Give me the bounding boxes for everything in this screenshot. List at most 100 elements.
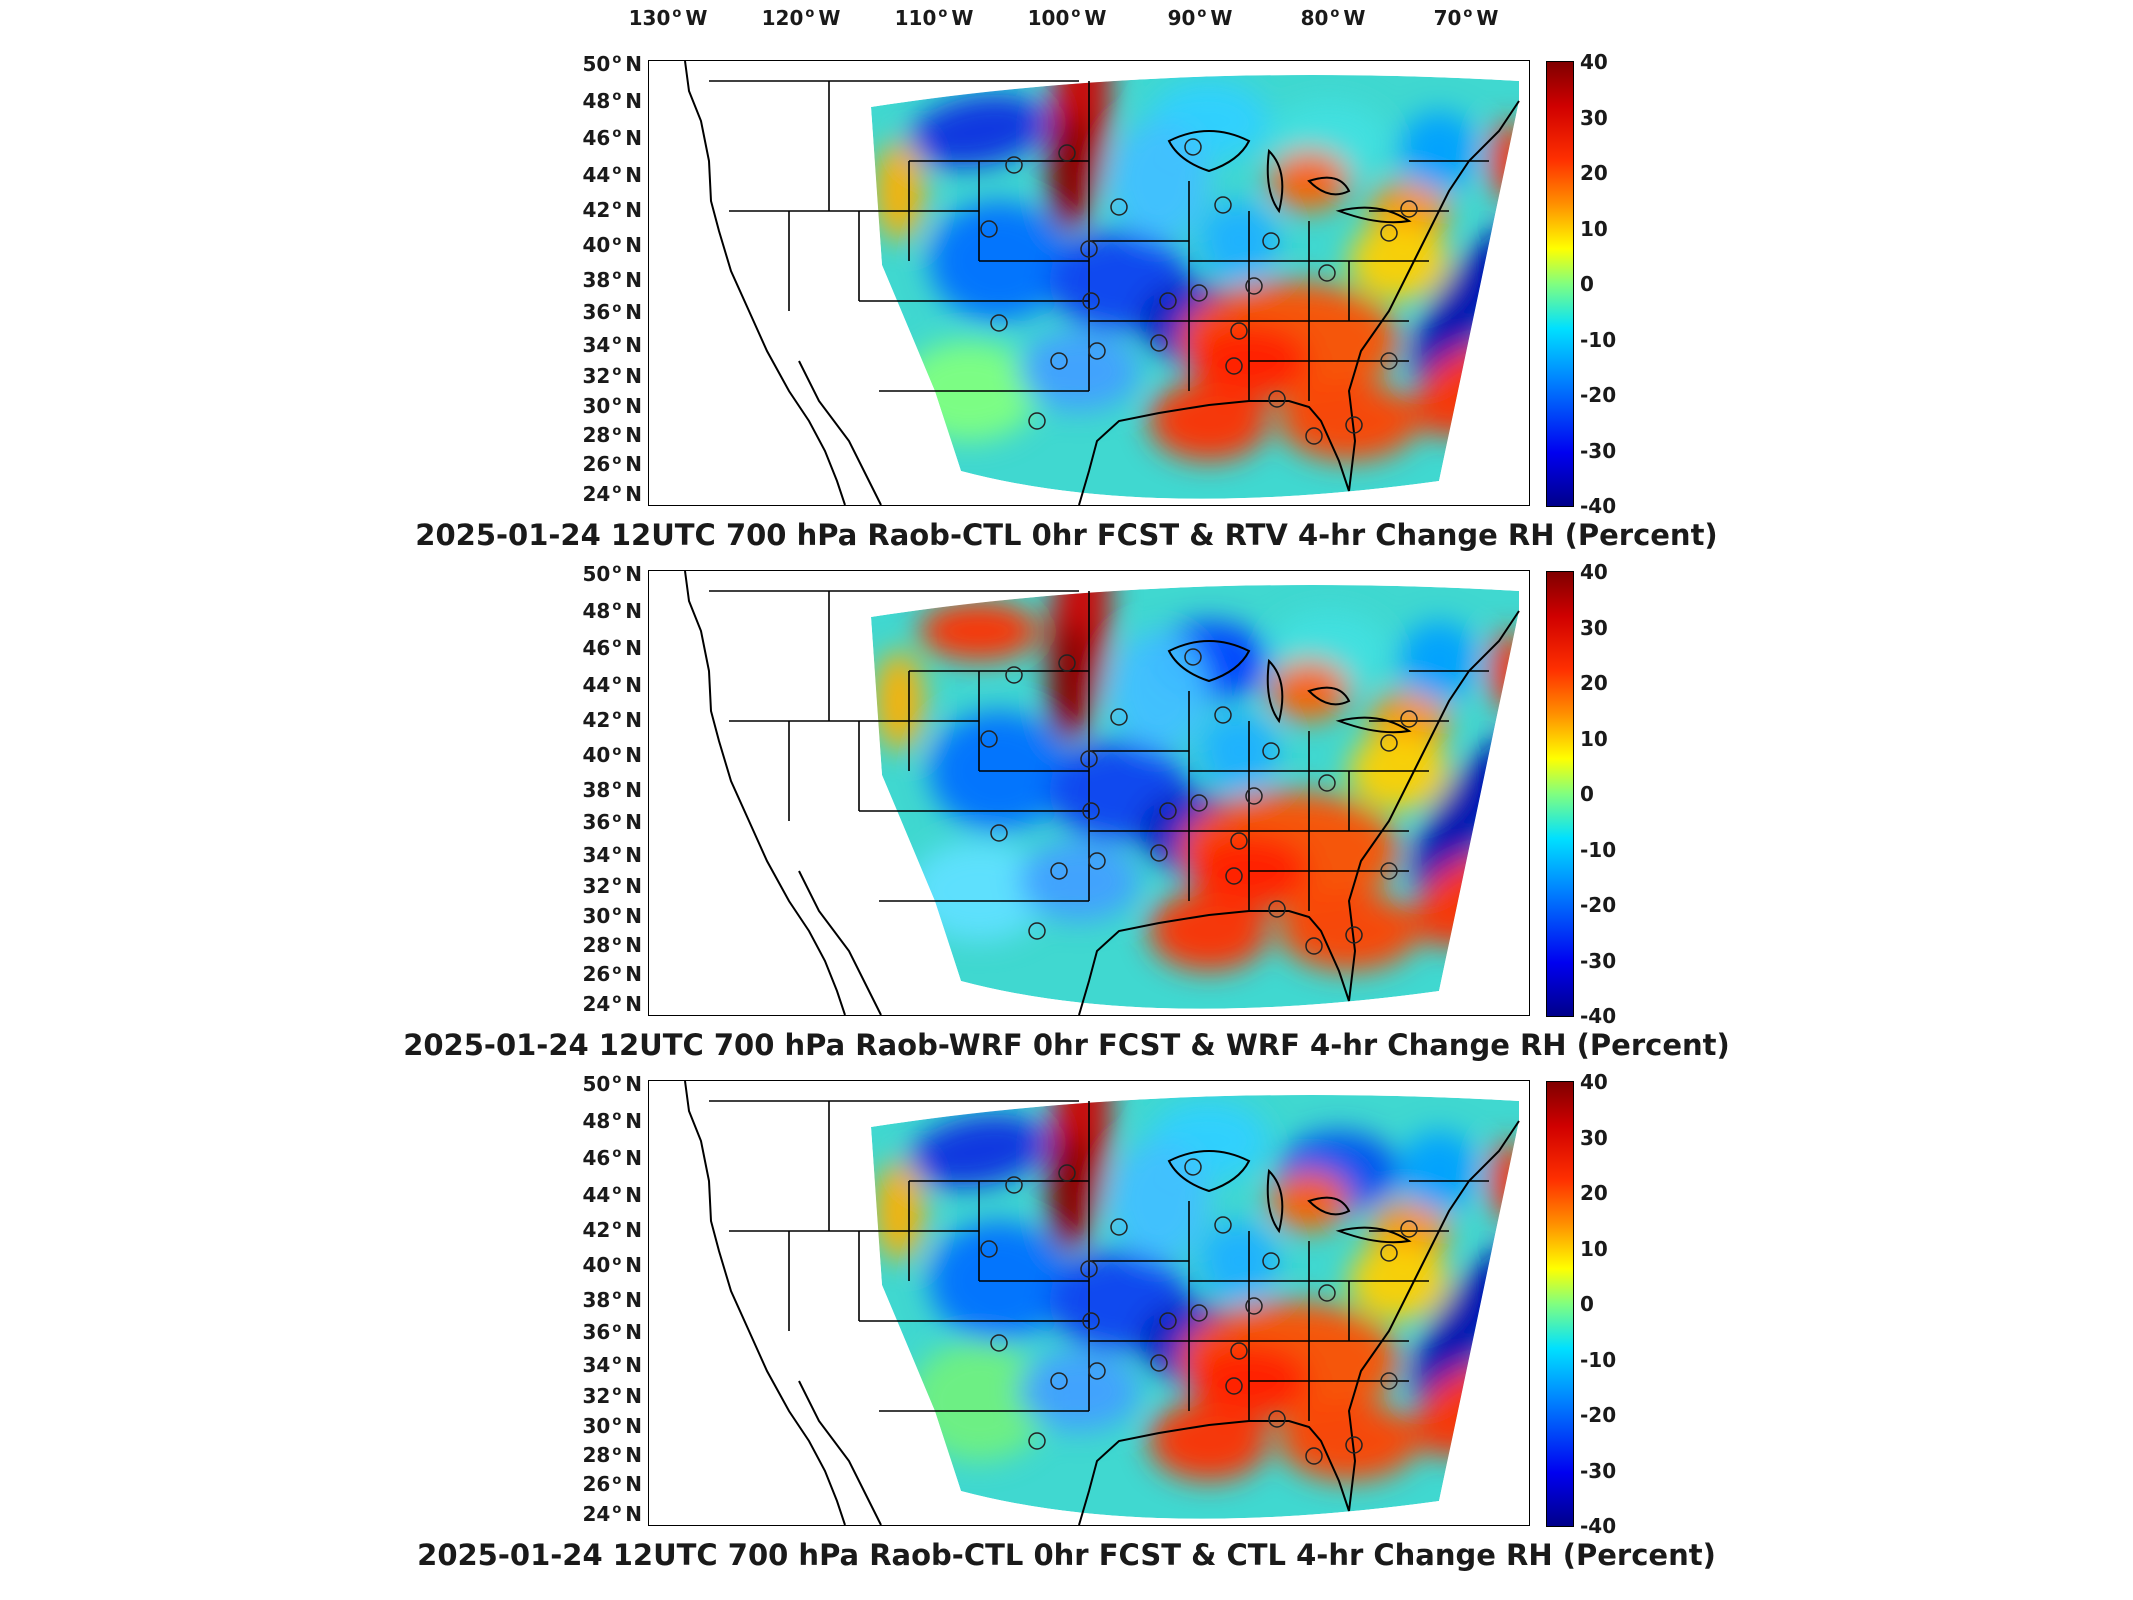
raob-station-marker [1380, 224, 1398, 242]
colorbar-tick-label: -20 [1580, 893, 1617, 917]
latitude-label: 34 o N [582, 332, 642, 357]
raob-station-marker [1230, 322, 1248, 340]
panel-title: 2025-01-24 12UTC 700 hPa Raob-CTL 0hr FC… [415, 518, 1718, 552]
raob-stations [980, 138, 1418, 445]
raob-station-marker [1214, 1216, 1232, 1234]
raob-station-marker [1268, 390, 1286, 408]
raob-station-marker [1028, 412, 1046, 430]
latitude-label: 32 o N [582, 1383, 642, 1408]
rh-change-map[interactable] [648, 570, 1530, 1016]
raob-station-marker [1058, 654, 1076, 672]
raob-station-marker [1400, 1220, 1418, 1238]
latitude-label: 40 o N [582, 743, 642, 768]
latitude-axis: 50 o N 48 o N 46 o N 44 o N 42 o N 40 o N 38 o N 36 o N 34 o N 32 o N… [560, 52, 642, 506]
latitude-label: 24 o N [582, 1501, 642, 1526]
latitude-label: 40 o N [582, 1253, 642, 1278]
raob-station-marker [1345, 1436, 1363, 1454]
latitude-label: 30 o N [582, 393, 642, 418]
raob-station-marker [1190, 794, 1208, 812]
raob-station-marker [1230, 1342, 1248, 1360]
raob-station-marker [1184, 1158, 1202, 1176]
latitude-label: 38 o N [582, 267, 642, 292]
colorbar-tick-label: 20 [1580, 161, 1608, 185]
raob-station-marker [1268, 900, 1286, 918]
latitude-label: 24 o N [582, 991, 642, 1016]
latitude-label: 28 o N [582, 423, 642, 448]
latitude-label: 26 o N [582, 452, 642, 477]
latitude-label: 30 o N [582, 1413, 642, 1438]
raob-station-marker [1082, 1312, 1100, 1330]
raob-station-marker [1305, 1447, 1323, 1465]
latitude-label: 28 o N [582, 1443, 642, 1468]
colorbar [1546, 1081, 1574, 1527]
colorbar-tick-label: 0 [1580, 272, 1594, 296]
colorbar-tick-label: -40 [1580, 1004, 1617, 1028]
colorbar-tick-label: -20 [1580, 1403, 1617, 1427]
latitude-label: 42 o N [582, 1217, 642, 1242]
raob-station-marker [1080, 240, 1098, 258]
raob-station-marker [1050, 1372, 1068, 1390]
raob-station-marker [1225, 357, 1243, 375]
raob-station-marker [1005, 156, 1023, 174]
raob-station-marker [1005, 666, 1023, 684]
raob-station-marker [1305, 937, 1323, 955]
rh-change-map[interactable] [648, 1080, 1530, 1526]
colorbar-tick-label: 10 [1580, 216, 1608, 241]
longitude-label: 110 o W [894, 6, 974, 30]
latitude-label: 48 o N [582, 88, 642, 113]
raob-station-marker [1082, 802, 1100, 820]
colorbar-tick-label: 30 [1580, 1125, 1608, 1150]
latitude-label: 42 o N [582, 707, 642, 732]
colorbar-tick-label: -30 [1580, 1458, 1617, 1483]
colorbar-tick-label: 30 [1580, 615, 1608, 640]
map-canvas [684, 1081, 1520, 1525]
colorbar-tick-label: 0 [1580, 1292, 1594, 1316]
raob-station-marker [1150, 844, 1168, 862]
latitude-label: 40 o N [582, 233, 642, 258]
latitude-label: 24 o N [582, 481, 642, 506]
latitude-label: 26 o N [582, 1472, 642, 1497]
colorbar-tick-label: -10 [1580, 327, 1617, 352]
raob-station-marker [1400, 200, 1418, 218]
latitude-axis: 50 o N 48 o N 46 o N 44 o N 42 o N 40 o N 38 o N 36 o N 34 o N 32 o N… [560, 1072, 642, 1526]
map-canvas [684, 61, 1520, 505]
latitude-label: 42 o N [582, 197, 642, 222]
raob-station-marker [1380, 1244, 1398, 1262]
raob-station-marker [1159, 292, 1177, 310]
raob-station-marker [1262, 232, 1280, 250]
raob-station-marker [1028, 1432, 1046, 1450]
rh-field [871, 1094, 1519, 1519]
latitude-label: 46 o N [582, 635, 642, 660]
colorbar-tick-label: 40 [1580, 1070, 1608, 1094]
latitude-label: 50 o N [582, 52, 642, 76]
map-borders [684, 61, 1520, 505]
raob-station-marker [1050, 862, 1068, 880]
latitude-label: 34 o N [582, 842, 642, 867]
panel-title: 2025-01-24 12UTC 700 hPa Raob-CTL 0hr FC… [417, 1538, 1716, 1572]
colorbar-tick-label: 40 [1580, 50, 1608, 74]
raob-station-marker [980, 1240, 998, 1258]
colorbar-tick-label: -10 [1580, 837, 1617, 862]
raob-station-marker [1159, 802, 1177, 820]
raob-station-marker [1380, 734, 1398, 752]
longitude-label: 80 o W [1300, 6, 1366, 30]
latitude-label: 46 o N [582, 125, 642, 150]
colorbar-tick-label: -20 [1580, 383, 1617, 407]
raob-station-marker [1005, 1176, 1023, 1194]
latitude-label: 38 o N [582, 1287, 642, 1312]
raob-station-marker [1318, 1284, 1336, 1302]
latitude-label: 44 o N [582, 672, 642, 697]
colorbar-tick-label: 30 [1580, 105, 1608, 130]
raob-station-marker [980, 220, 998, 238]
raob-station-marker [1380, 1372, 1398, 1390]
colorbar-tick-label: 10 [1580, 1236, 1608, 1261]
raob-station-marker [1214, 196, 1232, 214]
latitude-label: 50 o N [582, 1072, 642, 1096]
rh-change-map[interactable] [648, 60, 1530, 506]
raob-station-marker [1245, 277, 1263, 295]
latitude-label: 48 o N [582, 598, 642, 623]
latitude-label: 32 o N [582, 363, 642, 388]
longitude-label: 90 o W [1167, 6, 1233, 30]
latitude-label: 50 o N [582, 562, 642, 586]
raob-station-marker [1262, 1252, 1280, 1270]
